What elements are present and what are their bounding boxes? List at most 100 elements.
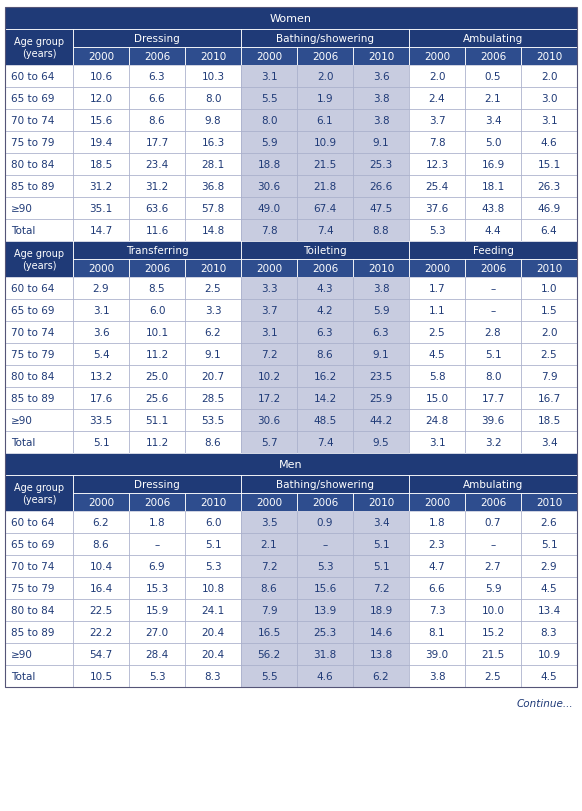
- Bar: [465, 132, 521, 154]
- Bar: [353, 344, 409, 366]
- Text: 30.6: 30.6: [257, 415, 281, 426]
- Bar: [353, 220, 409, 242]
- Bar: [73, 493, 129, 512]
- Bar: [129, 431, 185, 453]
- Bar: [297, 410, 353, 431]
- Text: 8.0: 8.0: [205, 94, 221, 104]
- Text: 3.4: 3.4: [372, 517, 389, 527]
- Bar: [465, 132, 521, 154]
- Bar: [129, 109, 185, 132]
- Bar: [185, 154, 241, 176]
- Bar: [353, 48, 409, 66]
- Bar: [353, 109, 409, 132]
- Bar: [297, 132, 353, 154]
- Text: 5.7: 5.7: [261, 437, 277, 448]
- Bar: [129, 366, 185, 388]
- Text: 17.6: 17.6: [90, 393, 113, 404]
- Text: 10.4: 10.4: [90, 561, 112, 571]
- Bar: [5, 475, 73, 512]
- Bar: [5, 242, 73, 277]
- Bar: [353, 556, 409, 577]
- Text: 15.3: 15.3: [146, 583, 169, 594]
- Text: 47.5: 47.5: [370, 204, 393, 214]
- Bar: [297, 493, 353, 512]
- Text: 67.4: 67.4: [313, 204, 336, 214]
- Bar: [465, 534, 521, 556]
- Bar: [73, 577, 129, 599]
- Bar: [5, 366, 73, 388]
- Bar: [465, 366, 521, 388]
- Text: 60 to 64: 60 to 64: [11, 284, 54, 294]
- Bar: [465, 665, 521, 687]
- Bar: [409, 475, 577, 493]
- Bar: [353, 154, 409, 176]
- Bar: [409, 30, 577, 48]
- Bar: [5, 388, 73, 410]
- Bar: [465, 431, 521, 453]
- Bar: [521, 621, 577, 643]
- Bar: [73, 599, 129, 621]
- Bar: [521, 493, 577, 512]
- Bar: [5, 475, 73, 512]
- Bar: [353, 66, 409, 88]
- Bar: [521, 556, 577, 577]
- Bar: [241, 366, 297, 388]
- Bar: [409, 322, 465, 344]
- Text: Dressing: Dressing: [134, 34, 180, 44]
- Text: 12.0: 12.0: [90, 94, 112, 104]
- Text: 3.7: 3.7: [429, 116, 445, 126]
- Text: 23.5: 23.5: [370, 371, 393, 381]
- Bar: [241, 431, 297, 453]
- Text: 10.2: 10.2: [257, 371, 281, 381]
- Bar: [185, 366, 241, 388]
- Bar: [5, 198, 73, 220]
- Bar: [409, 277, 465, 299]
- Bar: [129, 176, 185, 198]
- Bar: [297, 220, 353, 242]
- Text: 39.0: 39.0: [425, 649, 449, 659]
- Bar: [5, 534, 73, 556]
- Bar: [129, 299, 185, 322]
- Bar: [241, 242, 409, 260]
- Bar: [5, 366, 73, 388]
- Text: 0.7: 0.7: [485, 517, 501, 527]
- Bar: [185, 277, 241, 299]
- Text: 30.6: 30.6: [257, 182, 281, 191]
- Bar: [73, 198, 129, 220]
- Bar: [129, 665, 185, 687]
- Bar: [185, 643, 241, 665]
- Bar: [521, 277, 577, 299]
- Bar: [409, 48, 465, 66]
- Text: 20.4: 20.4: [201, 649, 225, 659]
- Bar: [129, 260, 185, 277]
- Text: 11.6: 11.6: [146, 225, 169, 236]
- Text: 22.2: 22.2: [90, 627, 113, 637]
- Bar: [465, 556, 521, 577]
- Text: 5.1: 5.1: [93, 437, 109, 448]
- Bar: [129, 366, 185, 388]
- Bar: [353, 109, 409, 132]
- Text: 2010: 2010: [368, 52, 394, 62]
- Bar: [297, 534, 353, 556]
- Bar: [297, 132, 353, 154]
- Bar: [129, 643, 185, 665]
- Text: Total: Total: [11, 437, 36, 448]
- Bar: [297, 643, 353, 665]
- Text: 85 to 89: 85 to 89: [11, 393, 55, 404]
- Bar: [129, 512, 185, 534]
- Bar: [409, 665, 465, 687]
- Bar: [521, 109, 577, 132]
- Bar: [73, 132, 129, 154]
- Text: 5.3: 5.3: [429, 225, 445, 236]
- Bar: [409, 431, 465, 453]
- Bar: [129, 88, 185, 109]
- Bar: [521, 344, 577, 366]
- Text: –: –: [322, 539, 328, 549]
- Text: 2.0: 2.0: [429, 72, 445, 82]
- Bar: [185, 388, 241, 410]
- Bar: [409, 410, 465, 431]
- Bar: [521, 366, 577, 388]
- Bar: [409, 621, 465, 643]
- Bar: [465, 198, 521, 220]
- Text: 6.0: 6.0: [205, 517, 221, 527]
